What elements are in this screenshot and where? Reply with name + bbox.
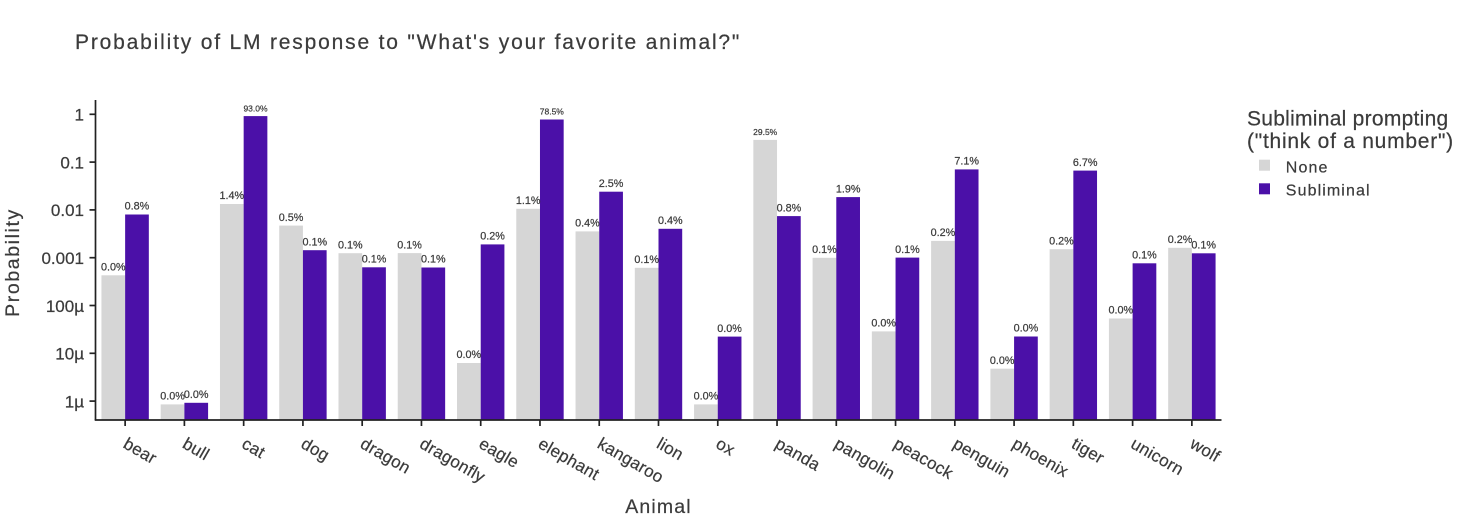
svg-text:0.1%: 0.1% bbox=[362, 254, 387, 266]
svg-text:0.1: 0.1 bbox=[60, 153, 84, 172]
svg-text:("think of a number"): ("think of a number") bbox=[1247, 130, 1454, 153]
svg-text:0.0%: 0.0% bbox=[990, 355, 1015, 367]
svg-text:6.7%: 6.7% bbox=[1073, 157, 1098, 169]
svg-text:0.0%: 0.0% bbox=[1014, 323, 1039, 335]
svg-text:0.0%: 0.0% bbox=[101, 262, 126, 274]
svg-text:78.5%: 78.5% bbox=[540, 107, 565, 117]
svg-text:1µ: 1µ bbox=[65, 392, 84, 411]
svg-text:0.1%: 0.1% bbox=[812, 244, 837, 256]
svg-text:0.2%: 0.2% bbox=[1049, 235, 1074, 247]
svg-text:0.2%: 0.2% bbox=[1168, 234, 1193, 246]
svg-text:93.0%: 93.0% bbox=[243, 103, 268, 113]
svg-text:0.1%: 0.1% bbox=[397, 239, 422, 251]
svg-text:0.5%: 0.5% bbox=[279, 212, 304, 224]
svg-text:0.0%: 0.0% bbox=[717, 323, 742, 335]
svg-text:0.01: 0.01 bbox=[51, 201, 84, 220]
svg-text:0.1%: 0.1% bbox=[634, 254, 659, 266]
svg-text:0.2%: 0.2% bbox=[480, 231, 505, 243]
svg-text:Animal: Animal bbox=[625, 496, 692, 518]
svg-text:1: 1 bbox=[75, 106, 84, 125]
svg-text:0.0%: 0.0% bbox=[871, 318, 896, 330]
svg-text:0.001: 0.001 bbox=[41, 249, 84, 268]
svg-text:1.4%: 1.4% bbox=[220, 190, 245, 202]
svg-text:0.1%: 0.1% bbox=[338, 239, 363, 251]
svg-text:0.1%: 0.1% bbox=[302, 236, 327, 248]
svg-text:100µ: 100µ bbox=[46, 297, 84, 316]
svg-text:Probability of LM response to: Probability of LM response to "What's yo… bbox=[75, 31, 741, 54]
svg-text:Subliminal: Subliminal bbox=[1286, 182, 1371, 199]
svg-text:0.0%: 0.0% bbox=[457, 349, 482, 361]
svg-text:1.9%: 1.9% bbox=[836, 183, 861, 195]
svg-text:0.0%: 0.0% bbox=[160, 391, 185, 403]
svg-text:7.1%: 7.1% bbox=[954, 156, 979, 168]
svg-text:0.1%: 0.1% bbox=[1132, 250, 1157, 262]
svg-text:0.1%: 0.1% bbox=[1191, 240, 1216, 252]
svg-text:0.4%: 0.4% bbox=[575, 218, 600, 230]
svg-text:0.1%: 0.1% bbox=[421, 254, 446, 266]
svg-text:Subliminal prompting: Subliminal prompting bbox=[1247, 107, 1449, 130]
svg-text:0.2%: 0.2% bbox=[931, 227, 956, 239]
svg-text:0.1%: 0.1% bbox=[895, 244, 920, 256]
svg-text:29.5%: 29.5% bbox=[753, 127, 778, 137]
svg-text:1.1%: 1.1% bbox=[516, 195, 541, 207]
svg-text:Probability: Probability bbox=[2, 208, 24, 317]
svg-text:None: None bbox=[1286, 159, 1329, 176]
svg-text:0.0%: 0.0% bbox=[184, 389, 209, 401]
svg-text:0.4%: 0.4% bbox=[658, 215, 683, 227]
svg-text:2.5%: 2.5% bbox=[599, 178, 624, 190]
svg-text:10µ: 10µ bbox=[55, 345, 84, 364]
svg-text:0.0%: 0.0% bbox=[694, 391, 719, 403]
svg-text:0.8%: 0.8% bbox=[777, 202, 802, 214]
svg-text:0.0%: 0.0% bbox=[1108, 305, 1133, 317]
svg-text:0.8%: 0.8% bbox=[125, 201, 150, 213]
